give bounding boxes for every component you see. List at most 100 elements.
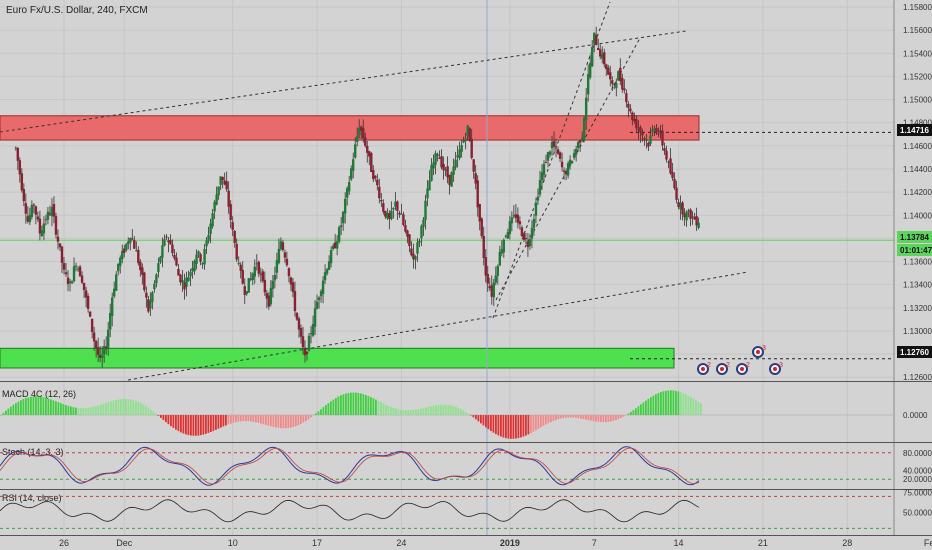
candle-body <box>193 260 196 272</box>
macd-bar <box>247 415 250 422</box>
candle-body <box>135 250 138 252</box>
candle-body <box>524 238 528 240</box>
event-marker[interactable]: 2 <box>697 362 711 375</box>
price-tick-label: 1.12600 <box>903 373 932 382</box>
candle-body <box>378 186 381 199</box>
candle-body <box>430 165 433 181</box>
macd-bar <box>682 393 685 415</box>
candle-body <box>90 318 94 333</box>
macd-bar <box>257 415 260 423</box>
candle-body <box>366 145 369 153</box>
trendline[interactable] <box>492 1 611 319</box>
candle-body <box>339 225 343 228</box>
event-count: 2 <box>746 362 750 369</box>
candle-body <box>323 272 327 281</box>
event-marker[interactable]: 3 <box>769 362 783 375</box>
time-axis[interactable]: 26 Dec 10 17 24 2019 7 14 21 28 Feb <box>59 538 932 548</box>
resistance-zone[interactable] <box>0 115 700 141</box>
macd-bar <box>465 411 467 415</box>
macd-bar <box>75 407 77 415</box>
macd-bar <box>255 415 257 423</box>
candle-body <box>671 171 674 178</box>
candle-body <box>478 204 481 222</box>
trendline[interactable] <box>495 37 641 301</box>
macd-bar <box>480 415 482 424</box>
candle-body <box>22 189 26 202</box>
macd-bar <box>500 415 502 437</box>
candle-body <box>229 204 232 220</box>
candle-body <box>145 292 148 298</box>
candle-body <box>384 210 387 217</box>
macd-bar <box>225 415 227 426</box>
macd-bar <box>315 413 317 415</box>
macd-bar <box>37 396 40 415</box>
candle-body <box>556 149 560 154</box>
candle-body <box>530 227 534 239</box>
candle-body <box>205 240 208 247</box>
candle-body <box>394 201 397 207</box>
event-marker[interactable]: 2 <box>716 362 730 375</box>
trendline[interactable] <box>127 271 749 381</box>
candle-body <box>329 250 333 264</box>
support-zone[interactable] <box>0 347 675 369</box>
macd-bar <box>615 415 617 421</box>
macd-bar <box>415 409 417 415</box>
candle-body <box>665 150 668 160</box>
candle-body <box>225 181 228 190</box>
candle-body <box>450 172 453 187</box>
candle-body <box>265 293 269 299</box>
candle-body <box>86 296 90 309</box>
candle-body <box>183 282 186 290</box>
svg-text:1.13784: 1.13784 <box>900 233 929 242</box>
macd-bar <box>630 411 632 415</box>
price-axis[interactable]: 1.15800 1.15600 1.15400 1.15200 1.15000 1.148… <box>897 3 932 382</box>
macd-bar <box>290 415 292 428</box>
candle-body <box>289 277 293 285</box>
candle-body <box>675 187 678 200</box>
price-pane[interactable]: 2 2 2 3 3 Euro Fx/U.S. Dollar, 240, FXCM <box>0 0 894 535</box>
candle-body <box>141 267 144 275</box>
trendlines[interactable] <box>0 1 749 381</box>
candle-body <box>574 148 578 155</box>
macd-bar <box>355 392 357 415</box>
macd-bar <box>172 415 175 428</box>
candle-body <box>687 210 690 212</box>
macd-bar <box>635 408 637 415</box>
event-markers[interactable]: 2 2 2 3 3 <box>697 345 783 375</box>
price-label: 1.14716 <box>897 124 932 136</box>
macd-bar <box>372 398 375 415</box>
candle-body <box>398 212 401 215</box>
macd-bar <box>437 405 440 415</box>
candle-body <box>528 239 532 246</box>
candle-body <box>510 217 514 224</box>
macd-bar <box>150 409 152 415</box>
candle-body <box>24 203 28 214</box>
macd-bar <box>375 399 377 415</box>
candle-body <box>58 243 62 248</box>
macd-bar <box>427 406 430 415</box>
macd-pane[interactable]: MACD 4C (12, 26) 0.0000 <box>0 389 928 439</box>
price-tick-label: 1.14800 <box>903 119 932 128</box>
trendline[interactable] <box>0 30 687 133</box>
rsi-tick-label: 75.0000 <box>903 488 932 497</box>
candle-body <box>446 166 449 178</box>
candle-body <box>506 232 510 239</box>
rsi-pane[interactable]: RSI (14, close) 75.0000 50.0000 <box>0 488 932 529</box>
macd-bar <box>670 390 672 415</box>
event-marker[interactable]: 3 <box>752 345 766 358</box>
candle-body <box>157 263 160 273</box>
macd-bar <box>667 390 670 415</box>
macd-bar <box>405 410 407 415</box>
macd-bar <box>250 415 252 422</box>
candle-body <box>416 242 419 254</box>
macd-bar <box>507 415 510 439</box>
macd-bar <box>195 415 197 436</box>
candle-body <box>221 176 224 181</box>
macd-bar <box>207 415 210 433</box>
macd-bar <box>537 415 540 429</box>
macd-bar <box>680 392 682 415</box>
event-marker[interactable]: 2 <box>736 362 750 375</box>
macd-bar <box>267 415 270 426</box>
